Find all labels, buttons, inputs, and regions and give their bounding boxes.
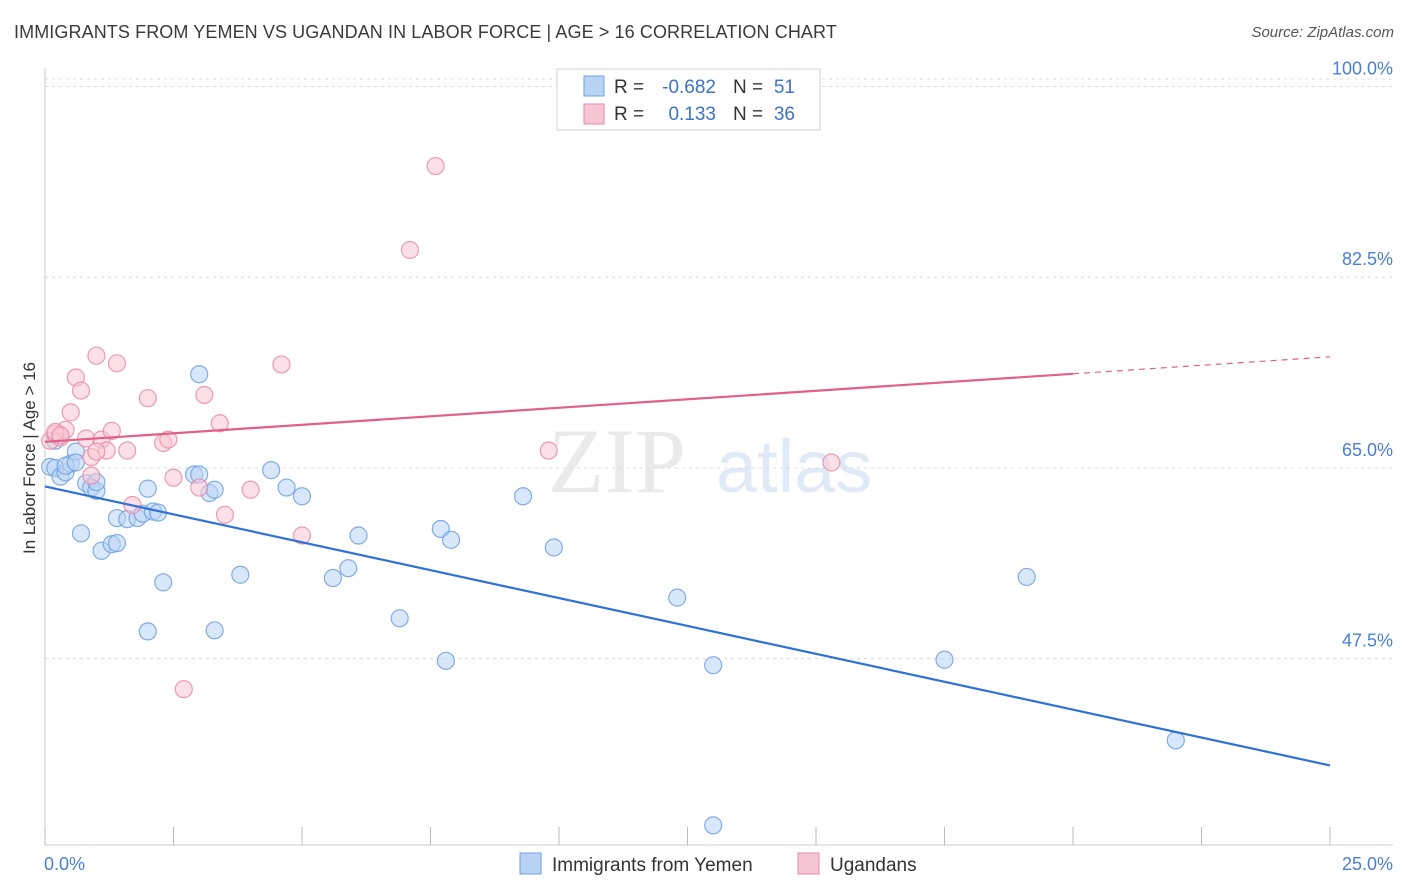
watermark: ZIP atlas — [548, 410, 872, 512]
legend-n-value-2: 36 — [774, 104, 795, 125]
axes — [44, 68, 1393, 846]
point-ugandans-20 — [164, 468, 183, 487]
point-ugandans-31 — [539, 441, 558, 460]
point-yemen-33 — [339, 559, 358, 578]
point-yemen-44 — [935, 650, 954, 669]
point-yemen-27 — [205, 621, 224, 640]
bottom-legend-label-ugandans: Ugandans — [830, 855, 917, 876]
point-yemen-43 — [704, 656, 723, 675]
point-ugandans-10 — [87, 346, 106, 365]
point-ugandans-13 — [102, 421, 121, 440]
legend-r-value-1: -0.682 — [662, 77, 716, 98]
point-yemen-31 — [292, 487, 312, 506]
point-yemen-28 — [231, 565, 250, 584]
series-1-points — [41, 156, 841, 699]
point-ugandans-26 — [241, 480, 260, 499]
point-yemen-32 — [323, 568, 342, 588]
chart-title: IMMIGRANTS FROM YEMEN VS UGANDAN IN LABO… — [14, 22, 837, 42]
y-tick-label-1: 82.5% — [1342, 249, 1393, 269]
point-ugandans-29 — [400, 240, 420, 260]
point-yemen-35 — [390, 609, 409, 628]
point-ugandans-23 — [195, 385, 214, 405]
point-yemen-30 — [277, 478, 296, 497]
bottom-legend: Immigrants from Yemen Ugandans — [519, 852, 917, 876]
point-ugandans-24 — [210, 414, 229, 433]
legend-n-label-2: N = — [733, 104, 763, 125]
point-yemen-39 — [513, 487, 533, 506]
point-yemen-46 — [1166, 731, 1185, 750]
point-yemen-22 — [190, 365, 209, 384]
y-axis-label: In Labor Force | Age > 16 — [20, 362, 39, 554]
point-ugandans-27 — [272, 355, 291, 374]
legend-n-value-1: 51 — [774, 77, 795, 98]
point-yemen-17 — [138, 479, 157, 498]
legend-r-label-2: R = — [614, 104, 644, 125]
point-yemen-21 — [138, 622, 157, 641]
point-ugandans-22 — [190, 478, 209, 497]
point-ugandans-21 — [174, 680, 193, 699]
y-tick-label-3: 47.5% — [1342, 631, 1393, 651]
legend-r-label-1: R = — [614, 77, 644, 98]
legend-swatch-yemen — [583, 75, 605, 97]
watermark-atlas: atlas — [716, 425, 872, 508]
legend-swatch-ugandans — [583, 103, 605, 125]
point-ugandans-32 — [822, 453, 841, 472]
point-yemen-45 — [1017, 567, 1036, 587]
trendline-ugandans-dashed — [1072, 356, 1331, 375]
point-yemen-29 — [262, 461, 281, 480]
legend-r-value-2: 0.133 — [668, 104, 716, 125]
point-yemen-40 — [544, 538, 563, 557]
x-tick-label-1: 25.0% — [1342, 854, 1393, 874]
tick-labels: 100.0% 82.5% 65.0% 47.5% 0.0% 25.0% — [44, 59, 1393, 874]
point-yemen-26 — [205, 480, 224, 499]
point-yemen-20 — [154, 573, 173, 592]
point-yemen-37 — [441, 530, 461, 549]
point-ugandans-25 — [215, 505, 234, 524]
point-ugandans-6 — [71, 381, 91, 400]
point-ugandans-9 — [82, 466, 101, 485]
x-tick-label-0: 0.0% — [44, 854, 85, 874]
point-yemen-42 — [704, 816, 723, 835]
point-yemen-38 — [436, 651, 456, 670]
source-label: Source: ZipAtlas.com — [1251, 24, 1394, 41]
point-ugandans-19 — [159, 430, 178, 449]
point-ugandans-35 — [87, 442, 106, 461]
point-yemen-41 — [668, 588, 687, 607]
point-ugandans-4 — [61, 403, 80, 422]
bottom-legend-swatch-ugandans — [797, 852, 820, 875]
trend-lines — [44, 356, 1331, 767]
point-ugandans-28 — [292, 526, 312, 545]
point-yemen-6 — [71, 524, 91, 543]
legend-box: R = -0.682 N = 51 R = 0.133 N = 36 — [556, 68, 821, 131]
point-ugandans-15 — [118, 441, 137, 460]
legend-n-label-1: N = — [733, 77, 763, 98]
point-yemen-34 — [349, 526, 368, 545]
point-ugandans-14 — [107, 354, 127, 373]
point-yemen-50 — [66, 453, 85, 472]
bottom-legend-swatch-yemen — [519, 852, 542, 875]
y-tick-label-2: 65.0% — [1342, 440, 1393, 460]
trendline-ugandans — [44, 372, 1074, 443]
trendline-yemen — [44, 485, 1331, 767]
watermark-zip: ZIP — [548, 410, 686, 512]
point-ugandans-17 — [138, 389, 157, 408]
y-tick-label-0: 100.0% — [1332, 59, 1393, 79]
bottom-legend-label-yemen: Immigrants from Yemen — [552, 855, 753, 876]
point-ugandans-30 — [426, 156, 445, 176]
point-yemen-12 — [107, 534, 127, 553]
